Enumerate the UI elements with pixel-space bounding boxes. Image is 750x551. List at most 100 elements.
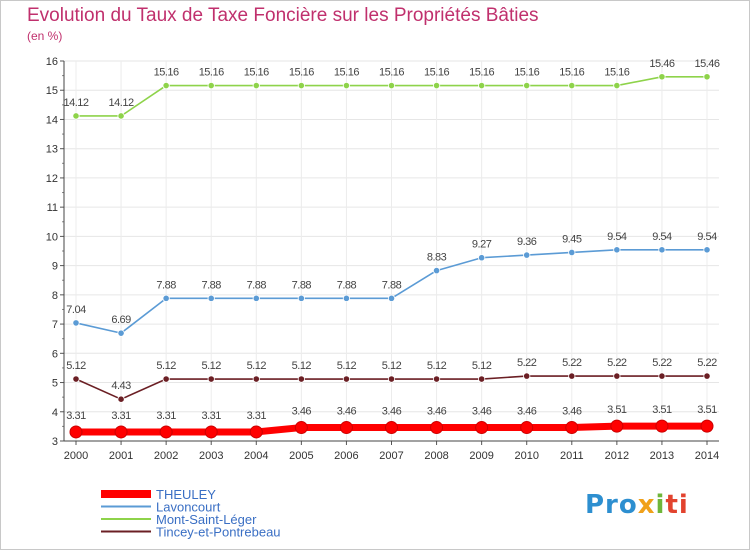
data-point — [432, 81, 441, 90]
x-tick-label: 2014 — [695, 450, 719, 462]
data-point — [523, 81, 531, 90]
data-label: 5.12 — [292, 360, 312, 372]
data-label: 5.12 — [427, 360, 447, 372]
legend-label: THEULEY — [156, 487, 216, 502]
data-point — [207, 81, 215, 90]
data-label: 15.16 — [469, 67, 494, 79]
data-point — [613, 81, 621, 90]
data-point — [703, 246, 711, 254]
data-label: 9.36 — [517, 236, 537, 248]
legend-label: Mont-Saint-Léger — [156, 512, 257, 527]
data-label: 7.88 — [202, 279, 222, 291]
data-point — [613, 372, 621, 380]
data-label: 15.16 — [379, 67, 404, 79]
data-label: 15.16 — [424, 67, 449, 79]
data-label: 15.16 — [559, 67, 584, 79]
data-point — [565, 421, 579, 435]
x-tick-label: 2004 — [244, 450, 268, 462]
x-tick-label: 2002 — [154, 450, 178, 462]
data-label: 15.46 — [694, 58, 719, 70]
data-label: 15.16 — [199, 67, 224, 79]
x-tick-label: 2005 — [289, 450, 313, 462]
x-tick-label: 2001 — [109, 450, 133, 462]
data-point — [523, 372, 531, 380]
data-label: 7.88 — [292, 279, 312, 291]
x-tick-label: 2008 — [424, 450, 448, 462]
y-tick-label: 9 — [52, 261, 58, 273]
data-label: 15.16 — [514, 67, 539, 79]
proxiti-logo: Proxiti — [585, 490, 689, 520]
y-tick-label: 12 — [46, 173, 58, 185]
data-point — [520, 421, 534, 435]
data-point — [297, 81, 305, 90]
y-tick-label: 16 — [46, 56, 58, 68]
data-label: 3.31 — [247, 410, 267, 422]
x-tick-label: 2003 — [199, 450, 223, 462]
data-point — [387, 81, 396, 90]
data-label: 3.46 — [337, 406, 357, 418]
data-label: 14.12 — [109, 97, 134, 109]
logo-part: Pro — [585, 490, 638, 520]
data-label: 15.16 — [604, 67, 629, 79]
data-label: 3.51 — [697, 404, 717, 416]
data-label: 9.54 — [607, 231, 627, 243]
data-point — [117, 395, 125, 403]
data-point — [339, 421, 353, 435]
data-point — [117, 112, 125, 120]
data-point — [162, 375, 170, 383]
data-point — [342, 81, 351, 90]
data-label: 7.04 — [66, 304, 86, 316]
y-axis-unit-label: (en %) — [27, 29, 63, 43]
data-label: 5.22 — [697, 357, 717, 369]
data-label: 3.46 — [517, 406, 537, 418]
data-point — [387, 375, 396, 383]
data-point — [475, 421, 489, 435]
data-point — [658, 372, 666, 380]
y-tick-label: 14 — [46, 114, 58, 126]
data-point — [610, 419, 624, 433]
y-tick-label: 10 — [46, 231, 58, 243]
data-label: 5.12 — [472, 360, 492, 372]
y-tick-label: 13 — [46, 144, 58, 156]
data-label: 6.69 — [111, 314, 131, 326]
data-label: 15.16 — [334, 67, 359, 79]
x-tick-label: 2000 — [64, 450, 88, 462]
data-point — [297, 375, 305, 383]
data-label: 3.51 — [607, 404, 627, 416]
y-tick-label: 7 — [52, 319, 58, 331]
data-label: 3.31 — [156, 410, 176, 422]
data-point — [162, 294, 170, 302]
logo-part: x — [637, 490, 656, 520]
y-tick-label: 5 — [52, 378, 58, 390]
data-label: 9.27 — [472, 239, 492, 251]
data-label: 15.16 — [289, 67, 314, 79]
data-label: 3.31 — [66, 410, 86, 422]
data-point — [204, 425, 218, 439]
data-point — [252, 81, 260, 90]
data-label: 5.12 — [156, 360, 176, 372]
data-label: 5.12 — [66, 360, 86, 372]
y-tick-label: 11 — [47, 202, 58, 214]
y-tick-label: 4 — [52, 407, 58, 419]
data-point — [72, 112, 80, 120]
data-point — [430, 421, 444, 435]
data-point — [568, 372, 576, 380]
data-label: 7.88 — [247, 279, 267, 291]
x-tick-label: 2007 — [379, 450, 403, 462]
legend-label: Lavoncourt — [156, 500, 221, 515]
data-label: 3.31 — [202, 410, 222, 422]
data-point — [385, 421, 398, 435]
logo-part: i — [655, 490, 666, 520]
x-tick-label: 2012 — [605, 450, 629, 462]
x-tick-label: 2011 — [560, 450, 584, 462]
data-point — [568, 248, 576, 257]
data-label: 4.43 — [111, 380, 131, 392]
data-point — [655, 419, 669, 433]
data-label: 5.12 — [382, 360, 402, 372]
data-label: 5.22 — [652, 357, 672, 369]
y-tick-label: 3 — [52, 436, 58, 448]
data-point — [568, 81, 576, 90]
data-label: 3.31 — [111, 410, 131, 422]
data-point — [69, 425, 83, 439]
